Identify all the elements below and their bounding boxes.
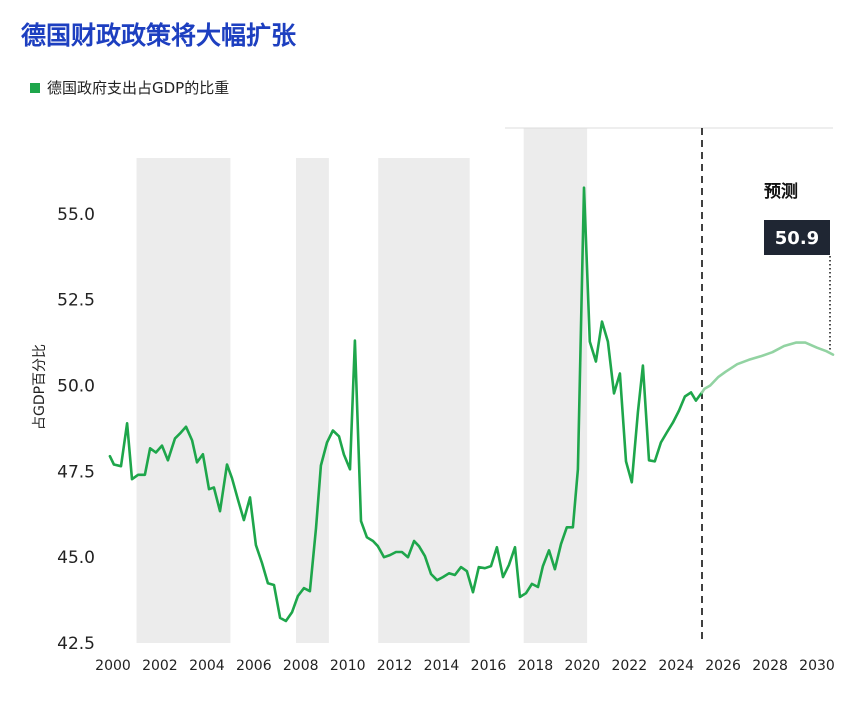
x-tick-label: 2026 xyxy=(705,658,741,674)
legend: 德国政府支出占GDP的比重 xyxy=(30,78,229,98)
series-layer xyxy=(108,186,835,623)
government-spending-series-line xyxy=(108,186,704,623)
x-tick-label: 2006 xyxy=(236,658,272,674)
end-value-box xyxy=(764,220,830,255)
x-tick-label: 2022 xyxy=(611,658,647,674)
x-tick-label: 2000 xyxy=(95,658,131,674)
forecast-label: 预测 xyxy=(764,181,798,202)
y-axis-label: 占GDP百分比 xyxy=(32,344,48,430)
x-tick-label: 2008 xyxy=(283,658,319,674)
shaded-period-4 xyxy=(523,128,588,643)
chart-title: 德国财政政策将大幅扩张 xyxy=(21,21,297,50)
shaded-periods xyxy=(136,128,588,643)
x-tick-label: 2028 xyxy=(752,658,788,674)
y-tick-label: 50.0 xyxy=(57,377,95,397)
x-tick-label: 2020 xyxy=(564,658,600,674)
y-tick-label: 47.5 xyxy=(57,462,95,482)
x-axis-ticks: 2000 2002 2004 2006 2008 2010 2012 2014 2016 2018… xyxy=(95,658,835,674)
x-tick-label: 2004 xyxy=(189,658,225,674)
forecast-series-line xyxy=(700,341,835,394)
x-tick-label: 2030 xyxy=(799,658,835,674)
shaded-period-1 xyxy=(136,158,231,643)
y-tick-label: 45.0 xyxy=(57,548,95,568)
x-tick-label: 2012 xyxy=(377,658,413,674)
legend-label: 德国政府支出占GDP的比重 xyxy=(47,79,230,97)
x-tick-label: 2024 xyxy=(658,658,694,674)
x-tick-label: 2016 xyxy=(471,658,507,674)
x-tick-label: 2002 xyxy=(142,658,178,674)
legend-swatch xyxy=(30,83,40,93)
shaded-period-3 xyxy=(378,158,470,643)
x-tick-label: 2018 xyxy=(518,658,554,674)
end-value-label: 50.9 xyxy=(775,228,819,249)
y-axis-ticks: 42.5 45.0 47.5 50.0 52.5 55.0 xyxy=(57,205,95,654)
x-tick-label: 2014 xyxy=(424,658,460,674)
y-tick-label: 52.5 xyxy=(57,291,95,311)
y-tick-label: 55.0 xyxy=(57,205,95,225)
x-tick-label: 2010 xyxy=(330,658,366,674)
y-tick-label: 42.5 xyxy=(57,634,95,654)
